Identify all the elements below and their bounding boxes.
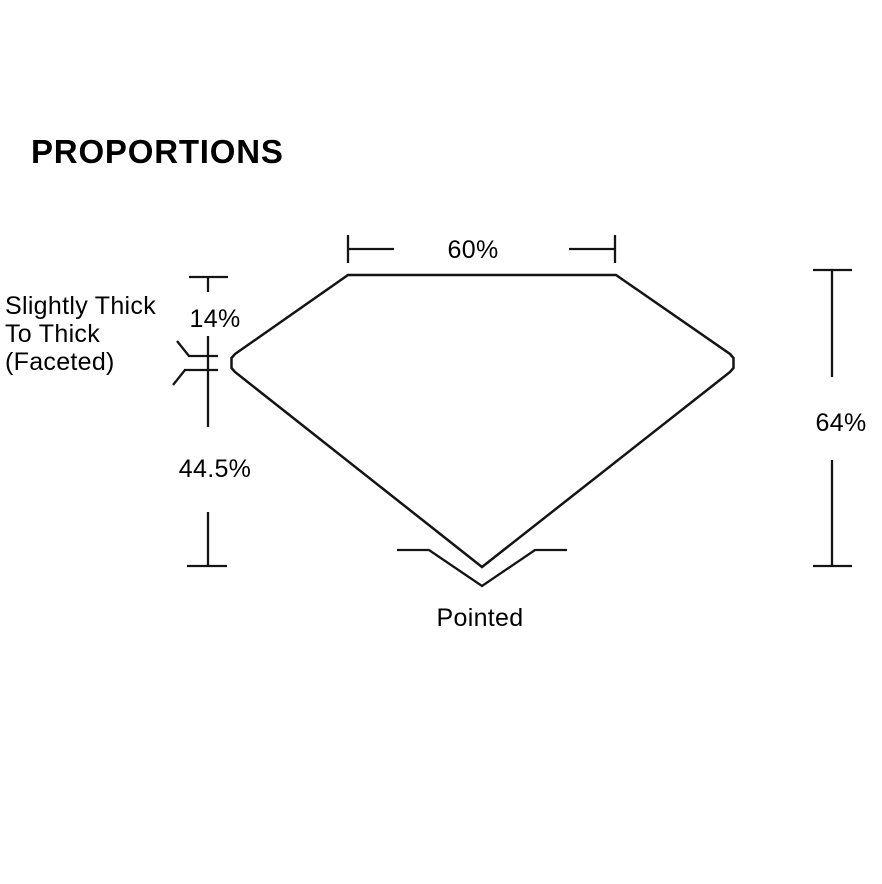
diamond-outline xyxy=(230,273,735,569)
girdle-thickness-marks xyxy=(172,340,218,386)
pavilion-depth-label: 44.5% xyxy=(179,455,251,483)
pavilion-depth-dimension: 44.5% xyxy=(179,455,251,568)
total-depth-dimension: 64% xyxy=(813,268,867,568)
girdle-label-line1: Slightly Thick xyxy=(5,292,156,320)
table-width-dimension: 60% xyxy=(346,235,617,264)
page-title: PROPORTIONS xyxy=(31,133,284,170)
girdle-label-line2: To Thick xyxy=(5,320,100,348)
crown-height-label: 14% xyxy=(190,305,241,333)
girdle-label-line3: (Faceted) xyxy=(5,348,115,376)
girdle-bottom-diagonal xyxy=(172,369,186,386)
culet-label: Pointed xyxy=(437,604,524,632)
table-width-label: 60% xyxy=(448,236,499,264)
girdle-label: Slightly Thick To Thick (Faceted) xyxy=(5,292,156,376)
crown-height-dimension: 14% xyxy=(189,275,241,427)
total-depth-label: 64% xyxy=(816,409,867,437)
girdle-top-diagonal xyxy=(176,340,190,357)
culet-bracket xyxy=(397,548,567,588)
culet-annotation: Pointed xyxy=(397,548,567,632)
